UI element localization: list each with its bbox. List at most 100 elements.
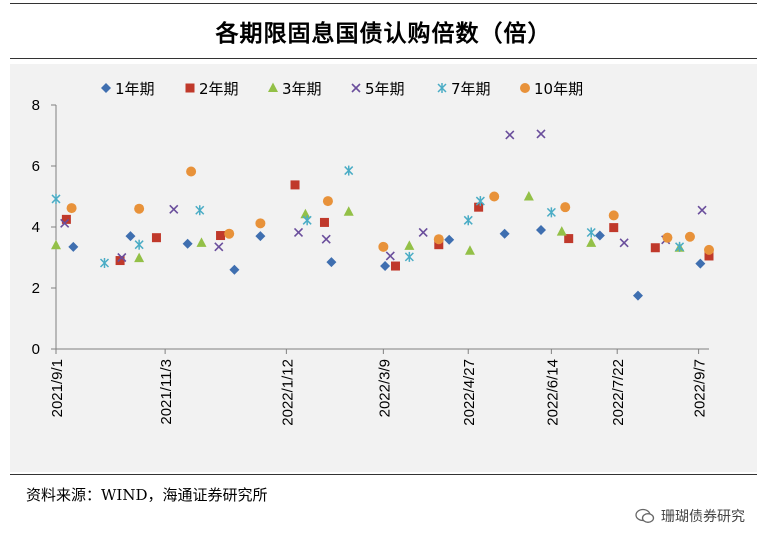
data-point: [662, 232, 673, 243]
legend-label: 2年期: [199, 80, 239, 98]
data-point: [586, 237, 597, 247]
legend-label: 7年期: [451, 80, 491, 98]
data-point: [61, 214, 71, 224]
page-title: 各期限固息国债认购倍数（倍）: [215, 20, 552, 47]
bottom-rule: [10, 474, 757, 475]
y-tick-label: 8: [32, 97, 40, 114]
chart-panel: 1年期 2年期 3年期 5年期 7年期 10年期 0 2 4 6 8 2021/9/1 2021/11…: [10, 64, 757, 472]
data-point: [535, 225, 546, 236]
data-point: [224, 228, 235, 239]
data-point: [134, 239, 144, 250]
legend-marker: [101, 83, 111, 93]
title-rule: [10, 58, 757, 59]
legend-marker: [520, 83, 530, 93]
x-tick-label: 2022/7/22: [610, 359, 627, 426]
legend-label: 3年期: [282, 80, 322, 98]
watermark: 珊瑚债券研究: [635, 506, 745, 526]
legend-marker: [351, 83, 361, 93]
x-tick-label: 2022/4/27: [461, 359, 478, 426]
data-point: [404, 240, 415, 250]
data-point: [463, 215, 473, 226]
data-point: [560, 202, 571, 213]
x-tick-label: 2021/9/1: [49, 359, 66, 417]
data-point: [117, 252, 127, 263]
data-point: [134, 252, 145, 263]
x-tick-label: 2021/11/3: [158, 359, 175, 425]
legend-marker: [268, 82, 278, 92]
data-point: [182, 238, 193, 249]
data-point: [464, 245, 475, 255]
data-point: [556, 226, 567, 236]
data-point: [390, 261, 400, 271]
series-5: [51, 165, 685, 268]
data-point: [169, 204, 179, 214]
data-point: [404, 251, 414, 262]
data-point: [609, 223, 619, 233]
y-tick-label: 6: [32, 158, 40, 175]
data-point: [255, 218, 266, 229]
data-point: [290, 180, 300, 190]
series-6: [66, 166, 714, 255]
series-2: [61, 180, 714, 271]
wechat-icon: [635, 508, 655, 523]
data-point: [134, 203, 145, 214]
data-point: [444, 234, 455, 245]
data-point: [475, 196, 485, 207]
x-tick-label: 2022/9/7: [692, 359, 709, 417]
y-tick-label: 2: [32, 280, 40, 297]
series-1: [68, 225, 706, 301]
data-point: [564, 234, 574, 244]
data-point: [326, 257, 337, 268]
series-3: [51, 191, 685, 263]
data-point: [523, 191, 534, 201]
x-tick-label: 2022/1/12: [279, 359, 296, 426]
data-point: [650, 243, 660, 253]
data-point: [499, 228, 510, 239]
data-point: [474, 202, 484, 212]
data-point: [380, 261, 391, 272]
data-point: [255, 231, 266, 242]
data-point: [319, 217, 329, 227]
data-point: [300, 208, 311, 219]
data-point: [60, 218, 70, 228]
legend-marker: [185, 83, 195, 93]
data-point: [302, 215, 312, 226]
data-point: [505, 130, 515, 140]
watermark-text: 珊瑚债券研究: [661, 509, 745, 525]
data-point: [586, 227, 596, 238]
data-point: [344, 165, 354, 176]
data-point: [433, 234, 444, 245]
data-point: [51, 239, 61, 250]
data-point: [608, 210, 619, 221]
data-point: [115, 256, 125, 266]
x-tick-label: 2022/6/14: [544, 359, 561, 426]
data-point: [418, 227, 428, 238]
chart-axes: 0 2 4 6 8 2021/9/1 2021/11/3 2022/1/12 2022/3/9 2…: [32, 97, 709, 426]
data-point: [536, 129, 546, 139]
data-point: [321, 234, 331, 244]
data-point: [704, 251, 714, 261]
data-point: [489, 191, 500, 202]
data-point: [151, 233, 161, 243]
data-point: [343, 206, 354, 216]
y-tick-label: 0: [32, 341, 40, 358]
data-point: [216, 231, 226, 241]
data-point: [385, 251, 395, 261]
data-point: [66, 203, 77, 214]
data-point: [684, 231, 695, 242]
y-tick-label: 4: [32, 219, 40, 236]
chart-marks: [51, 129, 714, 301]
data-point: [51, 193, 61, 204]
data-point: [695, 258, 706, 269]
data-point: [619, 238, 629, 248]
data-point: [214, 242, 224, 252]
legend-label: 10年期: [534, 80, 583, 98]
data-point: [594, 230, 605, 241]
data-point: [632, 290, 643, 301]
data-point: [322, 196, 333, 207]
data-point: [675, 241, 685, 252]
data-point: [697, 205, 707, 215]
data-point: [195, 205, 205, 216]
top-rule: [10, 3, 757, 4]
data-point: [704, 244, 714, 255]
